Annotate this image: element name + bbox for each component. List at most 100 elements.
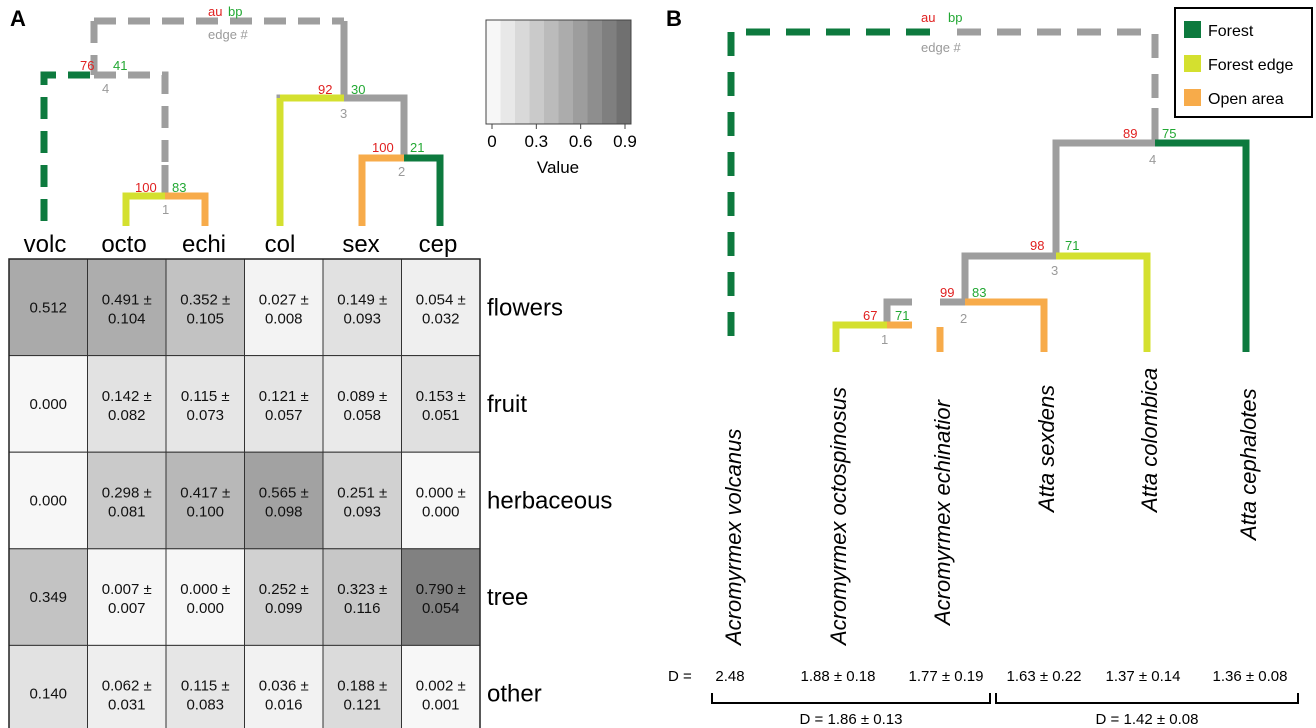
heatmap-cell xyxy=(165,258,245,357)
heatmap-cell xyxy=(322,548,402,646)
header-bp-label: bp xyxy=(948,10,962,25)
node-au: 99 xyxy=(940,285,954,300)
tip-label: echi xyxy=(182,231,226,258)
node-bp: 30 xyxy=(351,82,365,97)
colorbar-band xyxy=(500,20,516,124)
heatmap-cell xyxy=(401,451,481,550)
colorbar-band xyxy=(602,20,617,124)
d-value: 1.63 ± 0.22 xyxy=(1007,668,1082,685)
d-value: 1.36 ± 0.08 xyxy=(1213,668,1288,685)
heatmap-cell-mean: 0.115 ± xyxy=(181,678,230,695)
colorbar-band xyxy=(486,20,501,124)
heatmap-cell-mean: 0.188 ± xyxy=(337,678,387,695)
group-d-acromyrmex: D = 1.86 ± 0.13 xyxy=(800,711,903,728)
panel-a-node-labels: 76 41 4 100 83 1 92 30 3 100 21 2 xyxy=(80,58,424,217)
heatmap-cell xyxy=(401,644,481,728)
node-edge: 1 xyxy=(162,202,169,217)
heatmap-cell-mean: 0.491 ± xyxy=(102,291,152,308)
tree-a-octo-branch xyxy=(122,192,165,226)
tree-a-echi-branch xyxy=(165,192,209,226)
legend-label: Forest edge xyxy=(1208,57,1293,74)
node-bp: 21 xyxy=(410,140,424,155)
legend-swatch-open-area xyxy=(1184,89,1201,106)
legend: Forest Forest edge Open area xyxy=(1174,7,1313,118)
heatmap-cell-sd: 0.000 xyxy=(422,504,460,521)
heatmap-cell-mean: 0.027 ± xyxy=(259,291,309,308)
heatmap-cell xyxy=(165,355,245,453)
heatmap-cell-sd: 0.057 xyxy=(265,407,303,424)
node-bp: 71 xyxy=(1065,238,1079,253)
tree-a-volc-branch xyxy=(40,71,90,226)
heatmap-cell xyxy=(244,355,324,453)
heatmap-cell-sd: 0.100 xyxy=(186,504,224,521)
colorbar-band xyxy=(515,20,530,124)
legend-label: Forest xyxy=(1208,23,1254,40)
node-edge: 3 xyxy=(340,106,347,121)
colorbar-band xyxy=(558,20,574,124)
tip-label: sex xyxy=(342,231,379,258)
tree-a-cep-branch xyxy=(404,154,444,226)
colorbar-band xyxy=(616,20,632,124)
node-bp: 83 xyxy=(172,180,186,195)
panel-a-tree xyxy=(40,17,444,226)
colorbar-tick-label: 0.9 xyxy=(613,132,637,151)
panel-b-species-labels: Acromyrmex volcanus Acromyrmex octospino… xyxy=(721,368,1261,647)
node-au: 98 xyxy=(1030,238,1044,253)
heatmap-frame xyxy=(8,258,481,728)
d-value: 1.77 ± 0.19 xyxy=(909,668,984,685)
species-label: Acromyrmex volcanus xyxy=(721,429,746,647)
heatmap-cell xyxy=(87,644,167,728)
heatmap-cell-mean: 0.000 xyxy=(29,493,67,510)
heatmap-cell-mean: 0.121 ± xyxy=(259,388,309,405)
node-edge: 3 xyxy=(1051,263,1058,278)
heatmap-row-label: flowers xyxy=(487,294,563,321)
legend-swatch-forest-edge xyxy=(1184,55,1201,72)
node-edge: 4 xyxy=(102,81,109,96)
tree-b-col-branch xyxy=(1056,252,1151,352)
bracket-atta xyxy=(995,693,1299,704)
heatmap-cell-mean: 0.790 ± xyxy=(416,581,466,598)
heatmap: 0.512 0.491 ± 0.104 0.352 ± 0.105 0.027 ± 0.00… xyxy=(8,258,481,728)
node-au: 89 xyxy=(1123,126,1137,141)
heatmap-cell-mean: 0.349 xyxy=(29,589,67,606)
header-au-label: au xyxy=(921,10,935,25)
colorbar-band xyxy=(544,20,559,124)
heatmap-cell xyxy=(244,548,324,646)
heatmap-cell-sd: 0.121 xyxy=(343,697,381,714)
heatmap-cell-sd: 0.031 xyxy=(108,697,146,714)
heatmap-cell xyxy=(8,644,88,728)
heatmap-cell xyxy=(244,258,324,357)
heatmap-cell xyxy=(8,548,88,646)
heatmap-cell-sd: 0.054 xyxy=(422,600,460,617)
heatmap-row-label: herbaceous xyxy=(487,488,612,515)
species-label: Acromyrmex octospinosus xyxy=(826,387,851,647)
tree-a-acro-right xyxy=(94,71,169,180)
colorbar-tick-label: 0 xyxy=(487,132,496,151)
colorbar-tick-label: 0.3 xyxy=(525,132,549,151)
heatmap-cell xyxy=(8,258,88,357)
heatmap-row-labels: flowers fruit herbaceous tree other xyxy=(487,294,612,707)
colorbar: 0 0.3 0.6 0.9 Value xyxy=(485,19,637,177)
heatmap-cell-mean: 0.153 ± xyxy=(416,388,466,405)
panel-a-tip-labels: volc octo echi col sex cep xyxy=(24,231,458,258)
d-value: 1.88 ± 0.18 xyxy=(801,668,876,685)
colorbar-tick-label: 0.6 xyxy=(569,132,593,151)
heatmap-cell-mean: 0.054 ± xyxy=(416,291,466,308)
heatmap-cell xyxy=(87,355,167,453)
node-edge: 2 xyxy=(960,311,967,326)
species-label: Atta sexdens xyxy=(1034,385,1059,514)
heatmap-cell-mean: 0.142 ± xyxy=(102,388,152,405)
heatmap-cell-mean: 0.140 xyxy=(29,686,67,703)
node-edge: 2 xyxy=(398,164,405,179)
heatmap-cell xyxy=(87,548,167,646)
header-edge-label: edge # xyxy=(921,40,962,55)
heatmap-cell-mean: 0.000 ± xyxy=(180,581,230,598)
group-d-atta: D = 1.42 ± 0.08 xyxy=(1096,711,1199,728)
heatmap-cell xyxy=(8,451,88,550)
heatmap-cell-sd: 0.000 xyxy=(186,600,224,617)
heatmap-cell-mean: 0.002 ± xyxy=(416,678,466,695)
panel-a-letter: A xyxy=(10,6,26,31)
group-brackets xyxy=(711,693,1299,704)
heatmap-cell xyxy=(401,258,481,357)
